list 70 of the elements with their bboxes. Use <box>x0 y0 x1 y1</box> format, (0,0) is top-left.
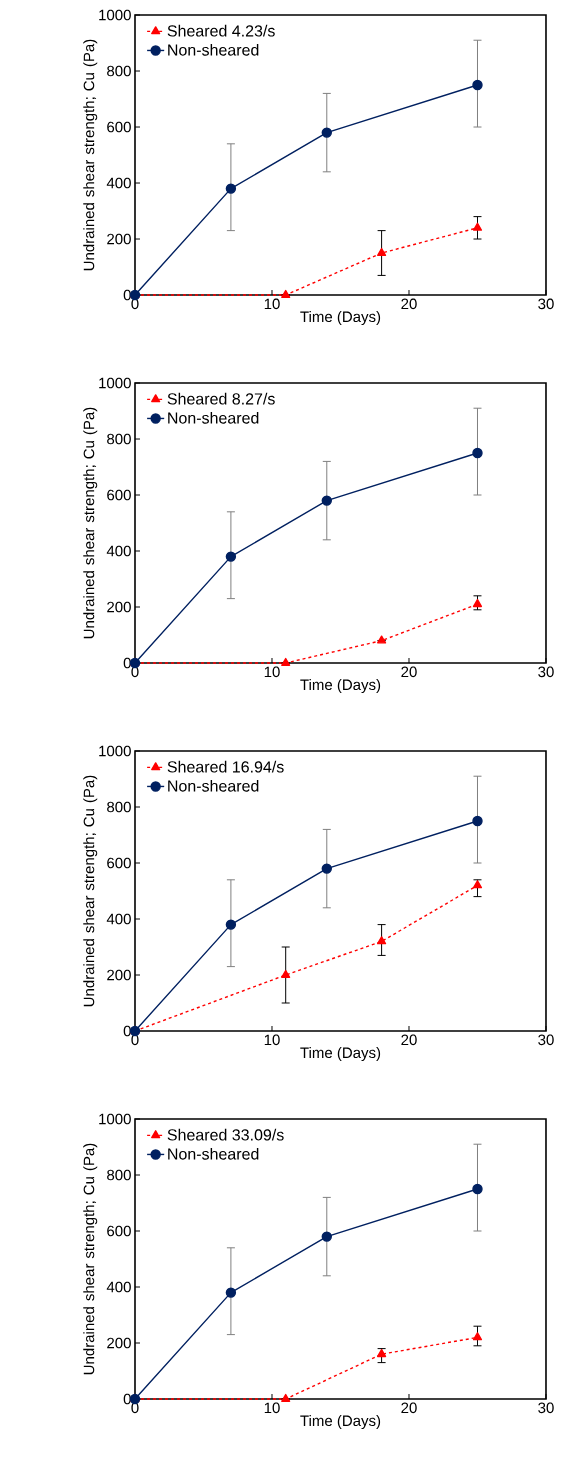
x-axis-title: Time (Days) <box>300 1415 381 1429</box>
y-tick-label: 200 <box>107 601 131 613</box>
point <box>321 863 332 874</box>
x-tick-label: 10 <box>264 1034 280 1046</box>
point <box>472 222 483 231</box>
point <box>225 1287 237 1298</box>
point <box>321 1231 332 1242</box>
y-tick-label: 800 <box>107 65 131 77</box>
point <box>377 635 387 644</box>
y-tick-label: 600 <box>107 121 131 133</box>
point <box>281 657 291 666</box>
x-tick-label: 20 <box>401 666 417 678</box>
x-tick-label: 10 <box>264 1402 280 1414</box>
y-tick-label: 1000 <box>99 9 131 21</box>
x-axis-title: Time (Days) <box>300 1047 381 1061</box>
x-tick-label: 30 <box>538 298 554 310</box>
point <box>377 936 387 945</box>
point <box>472 815 483 827</box>
x-tick-label: 20 <box>401 1034 417 1046</box>
y-tick-label: 800 <box>107 801 131 813</box>
point <box>321 127 332 138</box>
point <box>225 183 237 194</box>
point <box>472 79 483 91</box>
y-tick-label: 600 <box>107 1225 131 1237</box>
point <box>225 919 237 930</box>
point <box>472 447 483 459</box>
y-tick-label: 400 <box>106 1281 131 1293</box>
y-tick-label: 1000 <box>99 1113 131 1125</box>
y-tick-label: 400 <box>106 177 131 189</box>
x-tick-label: 30 <box>538 1034 554 1046</box>
y-tick-label: 600 <box>107 489 131 501</box>
x-tick-label: 20 <box>401 1402 417 1414</box>
y-axis-title: Undrained shear strength; Cu (Pa) <box>83 39 98 271</box>
point <box>281 969 291 978</box>
point <box>377 247 387 256</box>
point <box>281 289 291 298</box>
legend-label: Non-sheared <box>168 779 259 792</box>
x-tick-label: 30 <box>538 1402 554 1414</box>
legend-label: Sheared 33.09/s <box>167 1128 284 1141</box>
y-tick-label: 200 <box>107 233 131 245</box>
y-axis-title: Undrained shear strength; Cu (Pa) <box>83 775 98 1007</box>
x-tick-label: 20 <box>401 298 417 310</box>
point <box>225 551 237 562</box>
x-axis-title: Time (Days) <box>300 311 381 326</box>
x-axis-title: Time (Days) <box>300 679 381 694</box>
legend-label: Non-sheared <box>168 1147 259 1160</box>
legend-label: Non-sheared <box>168 43 259 56</box>
legend-label: Sheared 16.94/s <box>167 760 284 773</box>
y-tick-label: 1000 <box>99 745 131 757</box>
legend-label: Sheared 4.23/s <box>167 24 275 37</box>
x-tick-label: 30 <box>538 666 554 678</box>
point <box>281 1393 291 1402</box>
y-tick-label: 400 <box>106 913 131 925</box>
y-tick-label: 600 <box>107 857 131 869</box>
y-tick-label: 1000 <box>99 377 131 389</box>
x-tick-label: 10 <box>264 666 280 678</box>
point <box>472 1183 483 1195</box>
y-tick-label: 400 <box>106 545 131 557</box>
y-axis-title: Undrained shear strength; Cu (Pa) <box>83 407 98 639</box>
legend-label: Sheared 8.27/s <box>167 392 275 405</box>
legend-label: Non-sheared <box>168 411 259 424</box>
y-tick-label: 200 <box>107 969 131 981</box>
y-tick-label: 800 <box>107 433 131 445</box>
x-tick-label: 10 <box>264 298 280 310</box>
y-tick-label: 800 <box>107 1169 131 1181</box>
point <box>472 1332 483 1341</box>
point <box>321 495 332 506</box>
point <box>472 599 483 608</box>
y-axis-title: Undrained shear strength; Cu (Pa) <box>83 1143 98 1375</box>
y-tick-label: 200 <box>107 1337 131 1349</box>
